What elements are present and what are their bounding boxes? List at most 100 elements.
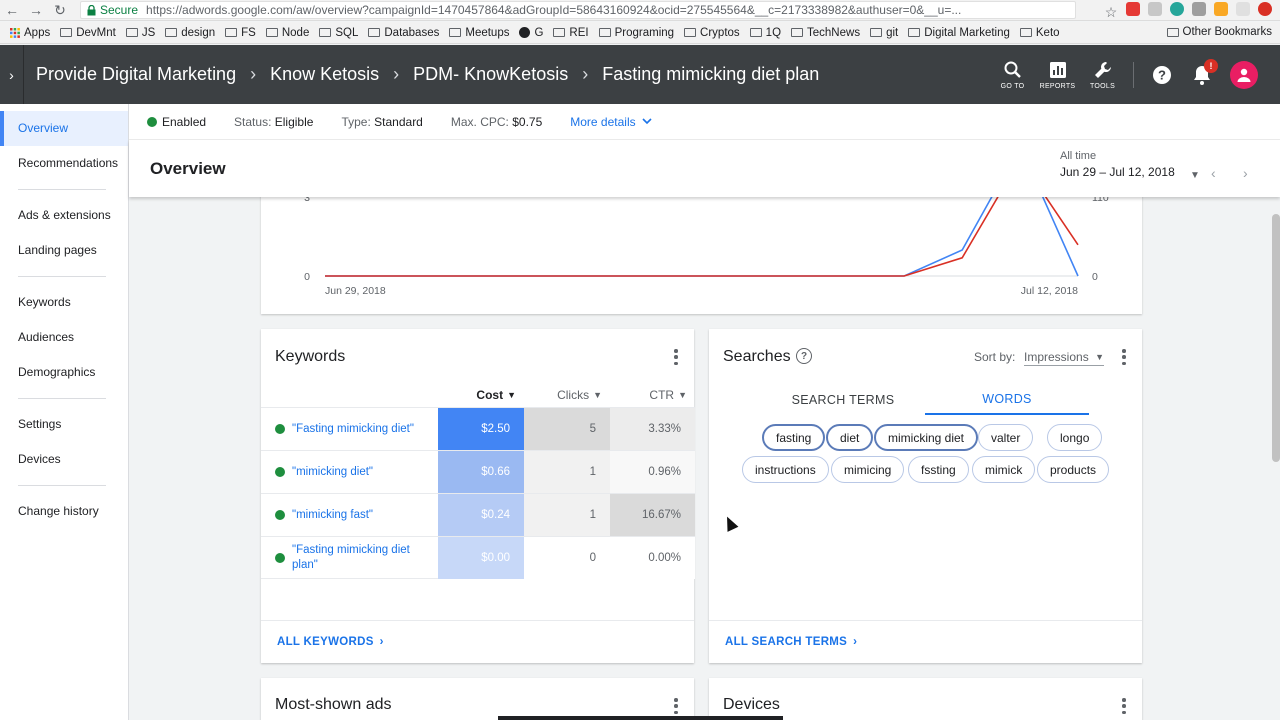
bookmark-apps[interactable]: Apps bbox=[10, 27, 50, 39]
more-vert-icon[interactable] bbox=[1118, 698, 1130, 714]
sidebar-item-ads-extensions[interactable]: Ads & extensions bbox=[18, 208, 111, 222]
breadcrumb-account[interactable]: Provide Digital Marketing bbox=[36, 64, 237, 84]
sidebar-item-audiences[interactable]: Audiences bbox=[18, 330, 75, 344]
bookmark-folder[interactable]: Node bbox=[265, 27, 309, 39]
tab-search-terms[interactable]: SEARCH TERMS bbox=[791, 393, 895, 407]
enabled-status-icon bbox=[147, 116, 157, 127]
bookmark-folder[interactable]: TechNews bbox=[791, 27, 860, 39]
sidebar-item-devices[interactable]: Devices bbox=[18, 452, 61, 466]
extension-shield-icon[interactable] bbox=[1192, 2, 1206, 16]
sidebar-item-keywords[interactable]: Keywords bbox=[18, 295, 71, 309]
folder-icon bbox=[1019, 28, 1032, 37]
back-icon[interactable]: ← bbox=[5, 2, 19, 18]
sidebar-item-landing-pages[interactable]: Landing pages bbox=[18, 243, 97, 257]
more-vert-icon[interactable] bbox=[670, 349, 682, 365]
more-vert-icon[interactable] bbox=[1118, 349, 1130, 365]
keyword-link[interactable]: "Fasting mimicking diet" bbox=[292, 422, 414, 435]
extension-yellow-icon[interactable] bbox=[1214, 2, 1228, 16]
keyword-link[interactable]: "mimicking diet" bbox=[292, 465, 374, 478]
caret-down-icon[interactable]: ▼ bbox=[1190, 170, 1200, 181]
word-chip[interactable]: fasting bbox=[762, 424, 826, 451]
devices-card: Devices bbox=[709, 678, 1142, 720]
word-chip[interactable]: fssting bbox=[908, 456, 969, 483]
word-chip[interactable]: products bbox=[1037, 456, 1110, 483]
sidebar-item-change-history[interactable]: Change history bbox=[18, 504, 99, 518]
keyword-link[interactable]: "mimicking fast" bbox=[292, 508, 374, 521]
extension-teal-icon[interactable] bbox=[1170, 2, 1184, 16]
word-chip[interactable]: diet bbox=[826, 424, 874, 451]
notifications-button[interactable]: ! bbox=[1182, 58, 1222, 85]
bookmark-folder[interactable]: Cryptos bbox=[684, 27, 740, 39]
tab-words[interactable]: WORDS bbox=[925, 385, 1089, 415]
extension-grid-icon[interactable] bbox=[1148, 2, 1162, 16]
sidebar-item-overview[interactable]: Overview bbox=[0, 111, 128, 146]
extension-power-icon[interactable] bbox=[1258, 2, 1272, 16]
previous-period-icon[interactable]: ‹ bbox=[1211, 165, 1216, 181]
caret-down-icon: ▼ bbox=[678, 390, 687, 400]
bookmark-folder[interactable]: Digital Marketing bbox=[908, 27, 1010, 39]
address-bar[interactable]: Secure https://adwords.google.com/aw/ove… bbox=[80, 1, 1076, 19]
date-range-picker[interactable]: All time Jun 29 – Jul 12, 2018 bbox=[1060, 150, 1175, 179]
sidebar-divider bbox=[18, 485, 106, 486]
help-button[interactable]: ? bbox=[1142, 65, 1182, 85]
all-search-terms-link[interactable]: ALL SEARCH TERMS › bbox=[709, 620, 1142, 663]
bookmark-folder[interactable]: SQL bbox=[319, 27, 358, 39]
expand-menu-icon[interactable]: › bbox=[0, 45, 24, 104]
word-chip[interactable]: valter bbox=[978, 424, 1034, 451]
clicks-column-header[interactable]: Clicks ▼ bbox=[557, 388, 602, 402]
extension-red-icon[interactable] bbox=[1126, 2, 1140, 16]
left-tick-label: 0 bbox=[304, 271, 310, 283]
extension-gray-icon[interactable] bbox=[1236, 2, 1250, 16]
bookmark-folder[interactable]: JS bbox=[125, 27, 155, 39]
enabled-status[interactable]: Enabled bbox=[162, 114, 207, 129]
breadcrumb-ad-group[interactable]: Fasting mimicking diet plan bbox=[602, 64, 820, 84]
word-chip[interactable]: mimick bbox=[972, 456, 1036, 483]
bookmark-folder[interactable]: 1Q bbox=[749, 27, 781, 39]
reload-icon[interactable]: ↻ bbox=[54, 1, 66, 18]
star-icon[interactable]: ☆ bbox=[1104, 4, 1118, 20]
folder-icon bbox=[165, 28, 178, 37]
ctr-column-header[interactable]: CTR ▼ bbox=[649, 388, 687, 402]
bookmark-github[interactable]: G bbox=[519, 27, 543, 39]
bookmark-folder[interactable]: Keto bbox=[1019, 27, 1060, 39]
sort-by-dropdown[interactable]: Impressions ▼ bbox=[1024, 348, 1104, 366]
search-icon bbox=[1004, 61, 1021, 78]
sidebar-item-demographics[interactable]: Demographics bbox=[18, 365, 96, 379]
cost-column-header[interactable]: Cost ▼ bbox=[476, 388, 516, 402]
bookmark-folder[interactable]: FS bbox=[225, 27, 256, 39]
word-chip[interactable]: longo bbox=[1047, 424, 1103, 451]
chevron-right-icon: › bbox=[853, 636, 858, 648]
header-divider bbox=[1133, 61, 1134, 88]
help-circle-icon[interactable]: ? bbox=[796, 348, 812, 364]
all-keywords-link[interactable]: ALL KEYWORDS › bbox=[261, 620, 694, 663]
breadcrumb-campaign-group[interactable]: PDM- KnowKetosis bbox=[413, 64, 569, 84]
other-bookmarks[interactable]: Other Bookmarks bbox=[1166, 26, 1272, 38]
sidebar-item-recommendations[interactable]: Recommendations bbox=[18, 156, 119, 170]
bookmark-folder[interactable]: Programing bbox=[598, 27, 674, 39]
tools-button[interactable]: TOOLS bbox=[1080, 60, 1125, 90]
word-chip[interactable]: mimicking diet bbox=[874, 424, 979, 451]
bookmark-folder[interactable]: Databases bbox=[368, 27, 439, 39]
app-header: › Provide Digital Marketing › Know Ketos… bbox=[0, 45, 1280, 104]
sidebar-item-settings[interactable]: Settings bbox=[18, 417, 62, 431]
chart-series-line-1 bbox=[325, 186, 1079, 277]
forward-icon[interactable]: → bbox=[29, 2, 43, 18]
person-icon bbox=[1237, 68, 1251, 82]
more-vert-icon[interactable] bbox=[670, 698, 682, 714]
word-chip[interactable]: instructions bbox=[742, 456, 829, 483]
bookmark-folder[interactable]: DevMnt bbox=[60, 27, 116, 39]
word-chip[interactable]: mimicing bbox=[831, 456, 905, 483]
reports-button[interactable]: REPORTS bbox=[1035, 60, 1080, 90]
bookmark-folder[interactable]: REI bbox=[553, 27, 589, 39]
page-scrollbar[interactable] bbox=[1272, 214, 1280, 462]
bookmark-folder[interactable]: git bbox=[870, 27, 898, 39]
bookmark-folder[interactable]: Meetups bbox=[449, 27, 509, 39]
avatar[interactable] bbox=[1230, 60, 1258, 89]
goto-button[interactable]: GO TO bbox=[990, 60, 1035, 90]
performance-chart-card: 3 0 110 0 Jun 29, 2018 Jul 12, 2018 bbox=[261, 186, 1142, 314]
keyword-link[interactable]: "Fasting mimicking diet plan" bbox=[292, 544, 410, 571]
bookmark-folder[interactable]: design bbox=[165, 27, 215, 39]
more-details-button[interactable]: More details bbox=[570, 115, 652, 129]
next-period-icon[interactable]: › bbox=[1243, 165, 1248, 181]
breadcrumb-campaign[interactable]: Know Ketosis bbox=[270, 64, 380, 84]
